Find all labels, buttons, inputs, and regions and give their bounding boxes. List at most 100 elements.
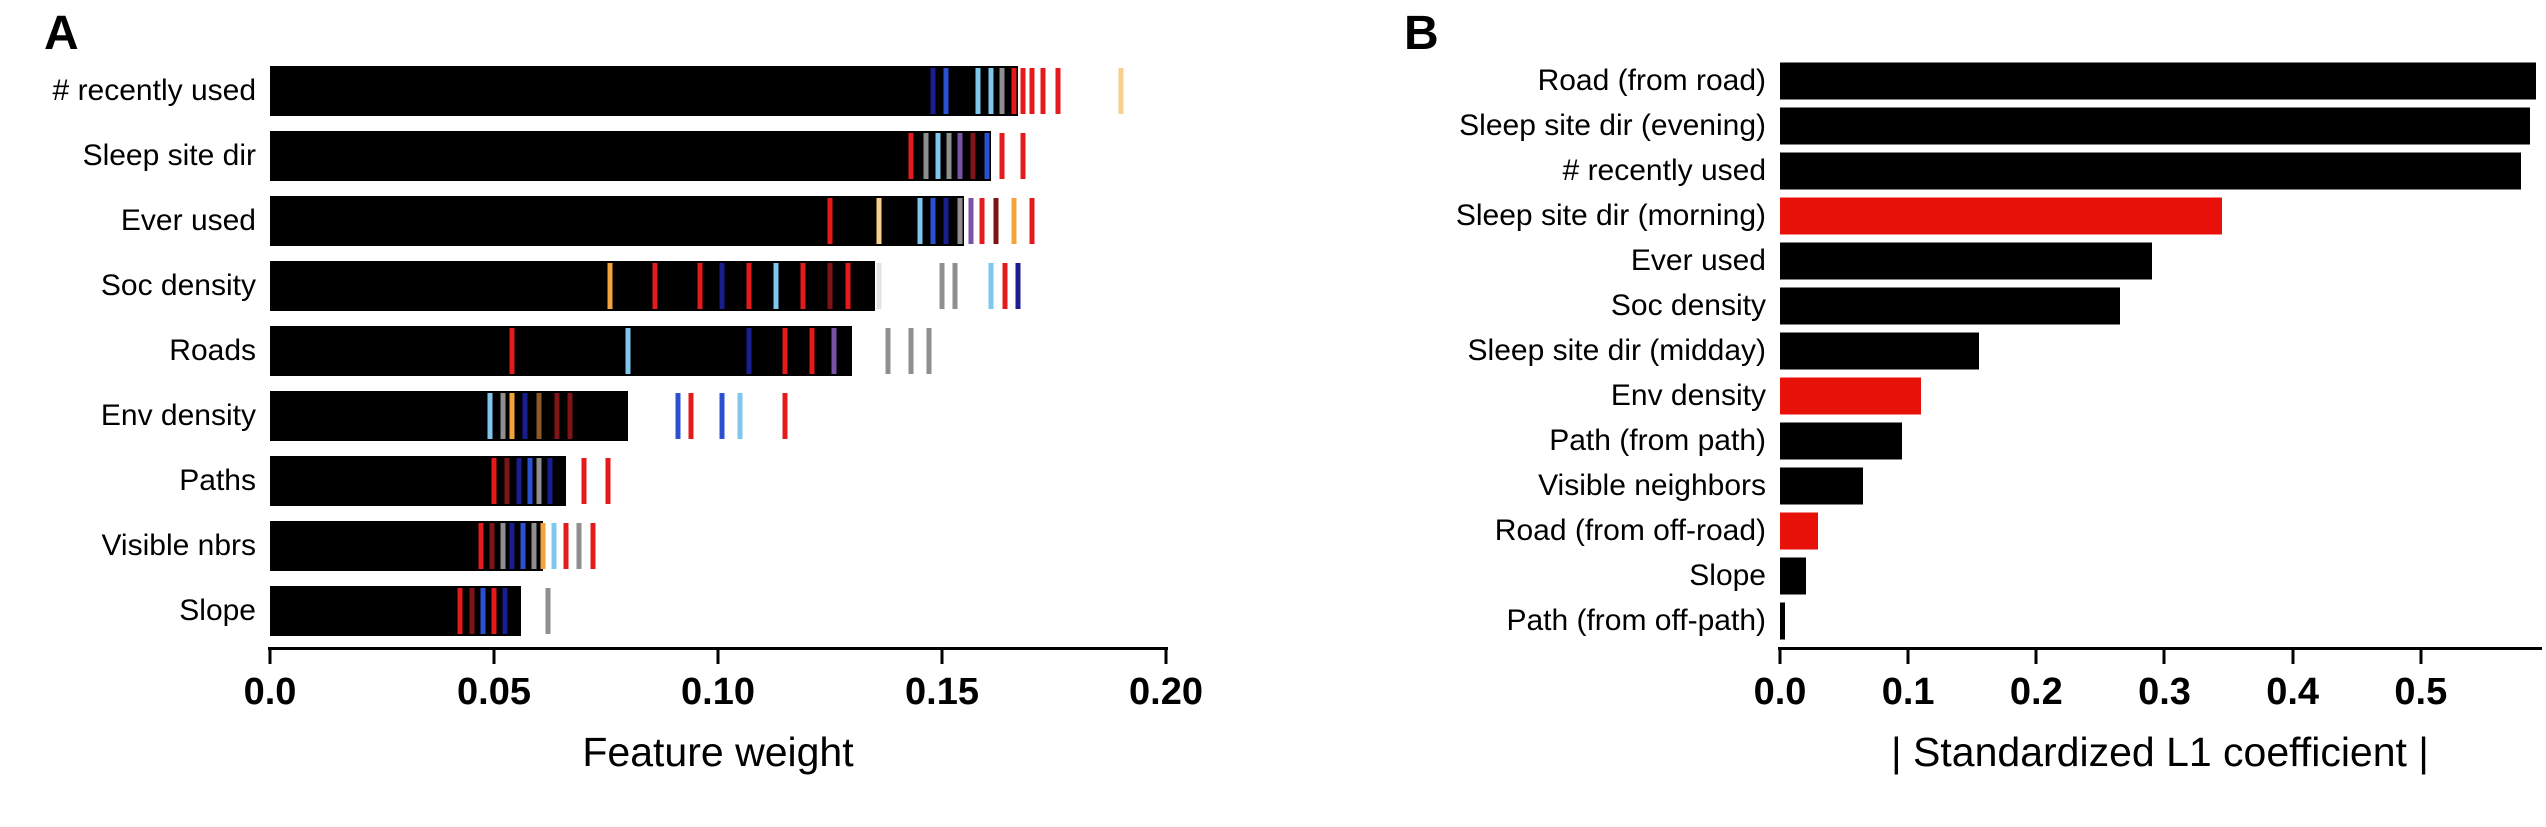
individual-estimate-marker [737, 392, 743, 439]
bar-track [1780, 328, 2540, 373]
bar-env-density [1780, 377, 1921, 414]
chart-row: Visible neighbors [1392, 463, 2540, 508]
bar-track [1780, 193, 2540, 238]
individual-estimate-marker [625, 327, 631, 374]
x-axis-tick-label: 0.0 [243, 671, 297, 713]
bar-roads [270, 325, 853, 376]
category-label: Sleep site dir (evening) [1459, 109, 1766, 142]
individual-estimate-marker [984, 132, 990, 179]
category-label: Slope [179, 594, 256, 627]
individual-estimate-marker [1020, 67, 1026, 114]
x-axis-tick-label: 0.15 [905, 671, 979, 713]
individual-estimate-marker [719, 392, 725, 439]
individual-estimate-marker [885, 327, 891, 374]
individual-estimate-marker [1029, 197, 1035, 244]
bar-track [270, 318, 1166, 383]
category-label: Road (from road) [1537, 64, 1766, 97]
chart-row: Slope [8, 578, 1166, 643]
individual-estimate-marker [957, 132, 963, 179]
individual-estimate-marker [926, 327, 932, 374]
x-axis-tick-label: 0.10 [681, 671, 755, 713]
x-axis-tick-label: 0.20 [1129, 671, 1203, 713]
bar-sleep-site-dir [270, 130, 992, 181]
x-axis-tick [2419, 649, 2423, 664]
category-label: Paths [179, 464, 256, 497]
individual-estimate-marker [782, 327, 788, 374]
category-label: Soc density [100, 269, 256, 302]
chart-row: Env density [8, 383, 1166, 448]
x-axis-tick-label: 0.05 [457, 671, 531, 713]
individual-estimate-marker [500, 522, 506, 569]
bar-track [1780, 238, 2540, 283]
individual-estimate-marker [489, 522, 495, 569]
bar--recently-used [270, 65, 1019, 116]
individual-estimate-marker [999, 132, 1005, 179]
individual-estimate-marker [831, 327, 837, 374]
chart-row: Sleep site dir (evening) [1392, 103, 2540, 148]
bar-env-density [270, 390, 629, 441]
individual-estimate-marker [605, 457, 611, 504]
individual-estimate-marker [551, 522, 557, 569]
x-axis-tick [940, 649, 944, 664]
x-axis-tick [2034, 649, 2038, 664]
individual-estimate-marker [500, 392, 506, 439]
individual-estimate-marker [536, 392, 542, 439]
chart-row: # recently used [8, 58, 1166, 123]
x-axis-tick [1906, 649, 1910, 664]
individual-estimate-marker [1011, 67, 1017, 114]
individual-estimate-marker [1002, 262, 1008, 309]
x-axis-line [1778, 647, 2542, 650]
panel-a-x-axis: 0.0 0.05 0.10 0.15 0.20 [244, 647, 1203, 721]
individual-estimate-marker [480, 587, 486, 634]
panel-b-x-axis-title: | Standardized L1 coefficient | [1891, 729, 2429, 775]
bar-soc-density [270, 260, 875, 311]
individual-estimate-marker [563, 522, 569, 569]
individual-estimate-marker [581, 457, 587, 504]
individual-estimate-marker [688, 392, 694, 439]
individual-estimate-marker [923, 132, 929, 179]
bar-track [270, 448, 1166, 513]
individual-estimate-marker [917, 197, 923, 244]
x-axis-tick-label: 0.2 [2009, 671, 2063, 713]
individual-estimate-marker [487, 392, 493, 439]
individual-estimate-marker [845, 262, 851, 309]
individual-estimate-marker [988, 262, 994, 309]
bar-path-from-off-path- [1780, 602, 1786, 639]
chart-row: # recently used [1392, 148, 2540, 193]
individual-estimate-marker [800, 262, 806, 309]
chart-row: Env density [1392, 373, 2540, 418]
individual-estimate-marker [809, 327, 815, 374]
bar-ever-used [270, 195, 965, 246]
category-label: Path (from off-path) [1506, 604, 1766, 637]
category-label: Visible nbrs [101, 529, 256, 562]
individual-estimate-marker [946, 132, 952, 179]
x-axis-tick-label: 0.5 [2394, 671, 2448, 713]
chart-row: Sleep site dir (morning) [1392, 193, 2540, 238]
bar-track [270, 578, 1166, 643]
bar--recently-used [1780, 152, 2521, 189]
panel-b-chart: Road (from road) Sleep site dir (evening)… [1392, 58, 2542, 776]
category-label: Slope [1689, 559, 1766, 592]
individual-estimate-marker [567, 392, 573, 439]
individual-estimate-marker [697, 262, 703, 309]
category-label: Soc density [1610, 289, 1766, 322]
individual-estimate-marker [547, 457, 553, 504]
chart-row: Sleep site dir [8, 123, 1166, 188]
category-label: Env density [100, 399, 256, 432]
individual-estimate-marker [545, 587, 551, 634]
x-axis-tick [492, 649, 496, 664]
chart-row: Ever used [8, 188, 1166, 253]
individual-estimate-marker [509, 392, 515, 439]
chart-row: Paths [8, 448, 1166, 513]
bar-track [1780, 463, 2540, 508]
individual-estimate-marker [782, 392, 788, 439]
individual-estimate-marker [520, 522, 526, 569]
x-axis-tick-label: 0.4 [2266, 671, 2320, 713]
panel-a-chart: # recently used Sleep site dir Ever used So… [8, 58, 1203, 776]
panel-b-rows: Road (from road) Sleep site dir (evening)… [1392, 58, 2540, 643]
panel-b-letter: B [1404, 7, 1439, 60]
category-label: Visible neighbors [1538, 469, 1766, 502]
individual-estimate-marker [1118, 67, 1124, 114]
bar-sleep-site-dir-morning- [1780, 197, 2223, 234]
x-axis-tick [268, 649, 272, 664]
